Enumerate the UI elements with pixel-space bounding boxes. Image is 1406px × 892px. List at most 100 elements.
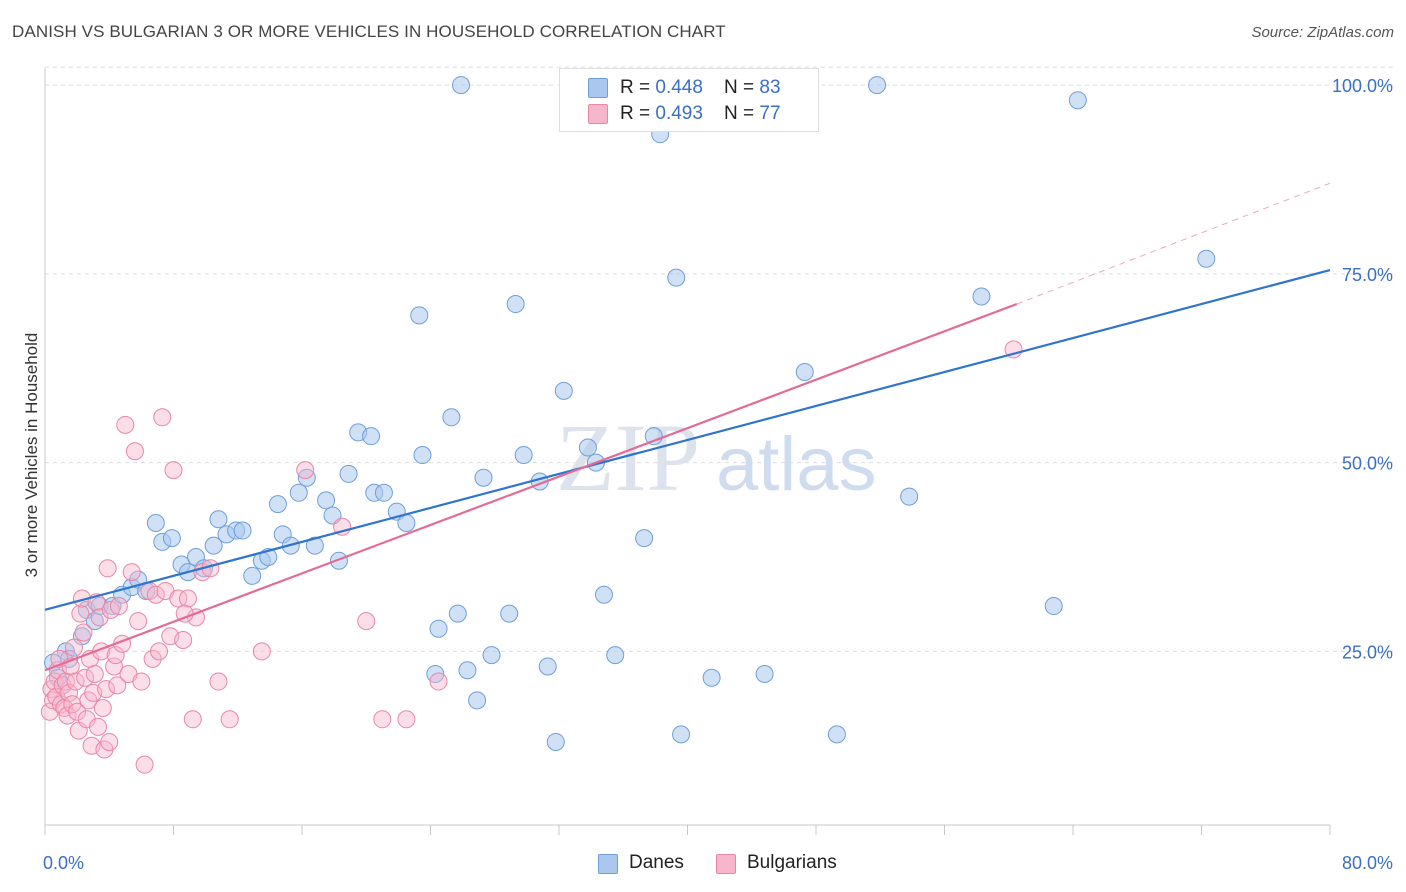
danes-point [317,491,336,510]
bulgarians-point [74,623,93,642]
danes-point [546,732,565,751]
danes-point [413,446,432,465]
bulgarians-point [105,657,124,676]
danes-point [305,536,324,555]
danes-point [448,604,467,623]
y-tick-label: 100.0% [1332,76,1393,96]
danes-point [635,529,654,548]
danes-point [374,483,393,502]
danes-point [594,585,613,604]
bulgarians-point [209,672,228,691]
danes-trend-line [44,269,1331,611]
bulgarians-point [98,559,117,578]
danes-point [209,510,228,529]
danes-point [868,76,887,95]
danes-point [468,691,487,710]
danes-point [672,725,691,744]
bulgarians-point [125,442,144,461]
danes-point [482,646,501,665]
danes-point [578,438,597,457]
danes-swatch [588,78,608,98]
danes-point [162,529,181,548]
bulgarians-legend-swatch [716,854,736,874]
danes-point [554,381,573,400]
bulgarians-point [122,563,141,582]
danes-point [452,76,471,95]
danes-point [606,646,625,665]
bulgarians-point [97,680,116,699]
danes-point [458,661,477,680]
bulgarians-point [66,672,85,691]
bulgarians-point [296,461,315,480]
y-tick-label: 75.0% [1342,265,1393,285]
danes-point [755,665,774,683]
danes-point [429,619,448,638]
bulgarians-point [357,612,376,631]
bulgarians-point [76,668,95,687]
bulgarians-point [220,710,239,729]
danes-point [1044,597,1063,616]
bulgarians-point [71,604,90,623]
bulgarians-point [150,642,169,661]
bulgarians-point [169,589,188,608]
bulgarians-point [178,589,197,608]
gridlines [45,66,1393,652]
bulgarians-point [397,710,416,729]
watermark-zip: ZIP [556,404,700,511]
trend-lines [44,182,1331,672]
danes-point [1197,249,1216,268]
watermark-atlas: atlas [716,422,877,507]
danes-point [410,306,429,325]
danes-point [702,668,721,687]
danes-point [500,604,519,623]
danes-point [900,487,919,506]
danes-point [243,566,262,585]
bulgarians-point [60,683,79,702]
bulgarians-point [93,698,112,717]
danes-point [289,483,308,502]
danes-point [146,514,165,532]
bulgarians-trend-line [44,303,1018,672]
danes-point [204,536,223,555]
bulgarians-point [129,612,148,631]
danes-legend-swatch [598,854,618,874]
danes-point [339,464,358,483]
bulgarians-point [174,631,193,650]
danes-point [514,446,533,465]
bulgarians-point [116,415,135,434]
tick-labels: 25.0% 50.0% 75.0% 100.0% 0.0% 80.0% [43,76,1393,873]
danes-point [397,514,416,532]
bulgarians-point [64,638,83,657]
legend-bulgarians-text: R = 0.493 N = 77 [620,103,781,124]
bulgarians-point [429,672,448,691]
bulgarians-point [106,646,125,665]
bulgarians-point [132,672,151,691]
bulgarians-point [89,717,108,736]
bulgarians-points [40,340,1023,774]
chart-title: DANISH VS BULGARIAN 3 OR MORE VEHICLES I… [12,22,726,41]
danes-point [795,363,814,381]
danes-point [506,295,525,314]
bulgarians-point [183,710,202,729]
legend-box: R = 0.448 N = 83 R = 0.493 N = 77 [559,68,819,132]
bulgarians-point [135,755,154,774]
bulgarians-point [109,597,128,616]
bulgarians-swatch [588,104,608,124]
source-label: Source: ZipAtlas.com [1251,24,1394,41]
danes-point [1068,91,1087,110]
bulgarians-point [100,732,119,751]
bulgarians-point [373,710,392,729]
danes-point [667,268,686,287]
danes-point [972,287,991,306]
danes-point [268,495,287,514]
bulgarians-point [68,702,87,721]
bulgarians-point [153,408,172,427]
legend-danes-text: R = 0.448 N = 83 [620,77,781,98]
bulgarians-point [146,585,165,604]
x-tick-label: 0.0% [43,853,84,873]
x-tick-label: 80.0% [1342,853,1393,873]
danes-point [644,427,663,446]
danes-point [329,551,348,570]
bulgarians-trend-extension [1016,182,1331,305]
